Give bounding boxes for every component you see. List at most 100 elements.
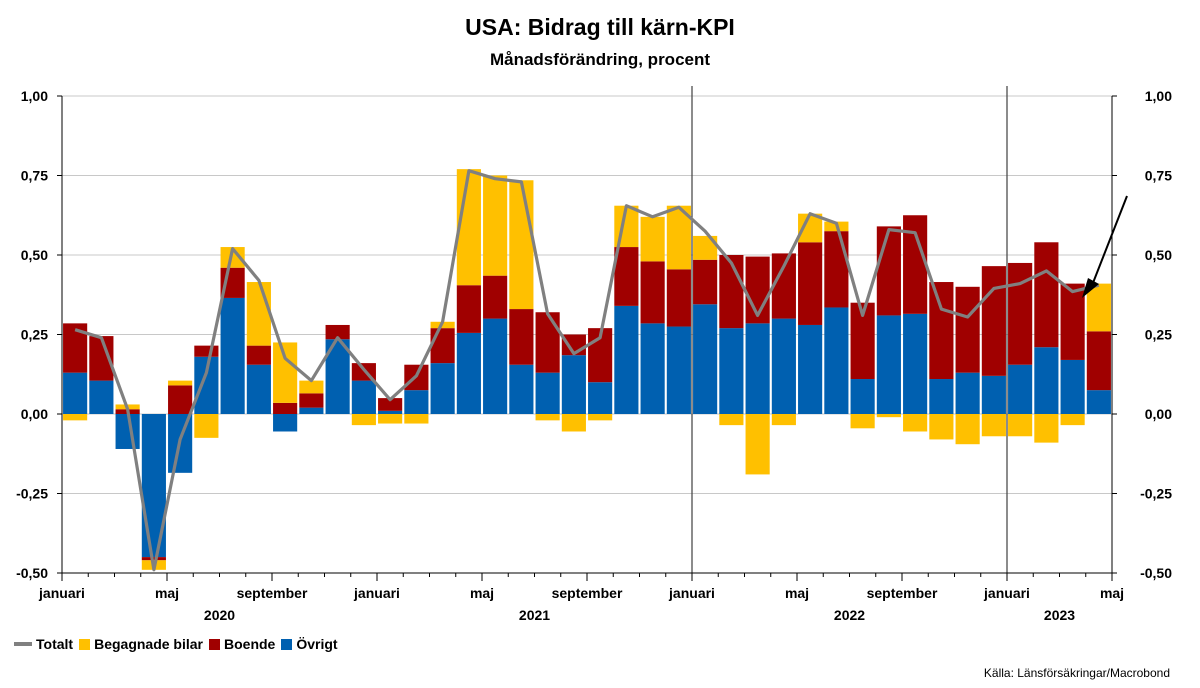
bar--vrigt — [456, 332, 481, 414]
bar-boende — [168, 385, 193, 414]
bar-boende — [194, 345, 219, 357]
bar-begagnade-bilar — [194, 414, 219, 438]
bar-begagnade-bilar — [876, 414, 901, 418]
bar-begagnade-bilar — [63, 414, 88, 421]
legend-label-begagnade-bilar: Begagnade bilar — [94, 636, 203, 652]
bar-boende — [903, 215, 928, 314]
bar-boende — [246, 345, 271, 365]
year-label: 2023 — [1044, 607, 1075, 623]
bar--vrigt — [798, 324, 823, 414]
x-tick-label: januari — [668, 585, 715, 601]
x-tick-label: maj — [155, 585, 179, 601]
bar--vrigt — [640, 323, 665, 414]
bar-boende — [1086, 331, 1111, 391]
x-tick-label: januari — [353, 585, 400, 601]
bar--vrigt — [771, 318, 796, 414]
legend-label-boende: Boende — [224, 636, 276, 652]
total-line — [74, 169, 1100, 572]
bar--vrigt — [220, 297, 245, 414]
legend-swatch-totalt — [14, 642, 32, 646]
bar-begagnade-bilar — [1034, 414, 1059, 443]
bar--vrigt — [378, 410, 403, 414]
legend-swatch-begagnade-bilar — [79, 638, 91, 650]
bar-boende — [509, 309, 534, 365]
total-series-line — [74, 169, 1100, 572]
bar-begagnade-bilar — [299, 380, 324, 394]
bar-begagnade-bilar — [1060, 414, 1085, 426]
bar-boende — [798, 242, 823, 325]
bar-boende — [456, 285, 481, 333]
x-tick-label: september — [552, 585, 623, 601]
bar--vrigt — [614, 305, 639, 414]
y-tick-label-right: 0,00 — [1145, 406, 1172, 422]
bar-boende — [378, 398, 403, 411]
bar--vrigt — [903, 313, 928, 414]
bar-begagnade-bilar — [456, 169, 481, 286]
bar-boende — [614, 247, 639, 306]
bar-begagnade-bilar — [509, 180, 534, 310]
bar-boende — [876, 226, 901, 316]
bar-begagnade-bilar — [220, 247, 245, 268]
bar--vrigt — [588, 382, 613, 414]
bar-begagnade-bilar — [168, 380, 193, 386]
y-tick-label-right: -0,25 — [1140, 486, 1172, 502]
bar-boende — [535, 312, 560, 373]
bars — [63, 169, 1111, 570]
chart-subtitle: Månadsförändring, procent — [489, 50, 711, 69]
x-tick-label: maj — [470, 585, 494, 601]
axis-labels: 1,00 1,00 0,75 0,75 0,50 0,50 0,25 0,25 0,00 0,00… — [16, 88, 1172, 623]
x-tick-label: januari — [983, 585, 1030, 601]
legend-item-ovrigt: Övrigt — [281, 636, 338, 652]
bar--vrigt — [1060, 359, 1085, 414]
bar-begagnade-bilar — [1086, 283, 1111, 332]
bar-begagnade-bilar — [273, 342, 298, 403]
bar--vrigt — [850, 379, 875, 414]
legend-swatch-ovrigt — [281, 638, 293, 650]
bar--vrigt — [89, 380, 114, 414]
y-tick-label-right: 0,50 — [1145, 247, 1172, 263]
bar--vrigt — [719, 328, 744, 414]
bar-boende — [719, 255, 744, 329]
bar--vrigt — [246, 364, 271, 414]
bar-begagnade-bilar — [719, 414, 744, 426]
legend-label-totalt: Totalt — [36, 636, 74, 652]
bar--vrigt — [1034, 347, 1059, 414]
bar-begagnade-bilar — [745, 414, 770, 475]
y-tick-label-left: 0,50 — [21, 247, 48, 263]
year-label: 2022 — [834, 607, 865, 623]
x-tick-label: maj — [785, 585, 809, 601]
legend-label-ovrigt: Övrigt — [296, 636, 338, 652]
bar--vrigt — [483, 318, 508, 414]
year-label: 2020 — [204, 607, 235, 623]
bar-boende — [640, 261, 665, 324]
bar-boende — [693, 259, 718, 305]
bar--vrigt — [430, 363, 455, 414]
bar--vrigt — [824, 307, 849, 414]
bar-begagnade-bilar — [535, 414, 560, 421]
y-tick-label-left: 0,00 — [21, 406, 48, 422]
arrow-shaft — [1090, 195, 1128, 289]
bar-boende — [1060, 283, 1085, 360]
bar--vrigt — [666, 326, 691, 414]
bar-begagnade-bilar — [483, 175, 508, 276]
bar-begagnade-bilar — [588, 414, 613, 421]
bar--vrigt — [1086, 390, 1111, 414]
bar--vrigt — [535, 372, 560, 414]
year-label: 2021 — [519, 607, 550, 623]
bar--vrigt — [63, 372, 88, 414]
y-tick-label-left: -0,50 — [16, 565, 48, 581]
bar--vrigt — [693, 304, 718, 414]
legend-item-begagnade-bilar: Begagnade bilar — [79, 636, 203, 652]
bar-begagnade-bilar — [246, 282, 271, 346]
bar--vrigt — [929, 379, 954, 414]
source-note: Källa: Länsförsäkringar/Macrobond — [983, 666, 1170, 680]
bar--vrigt — [351, 380, 376, 414]
bar-boende — [1034, 242, 1059, 348]
bar-begagnade-bilar — [771, 414, 796, 426]
y-tick-label-right: -0,50 — [1140, 565, 1172, 581]
bar--vrigt — [509, 364, 534, 414]
legend-item-boende: Boende — [209, 636, 275, 652]
bar-boende — [981, 266, 1006, 376]
bar--vrigt — [955, 372, 980, 414]
x-tick-label: september — [867, 585, 938, 601]
